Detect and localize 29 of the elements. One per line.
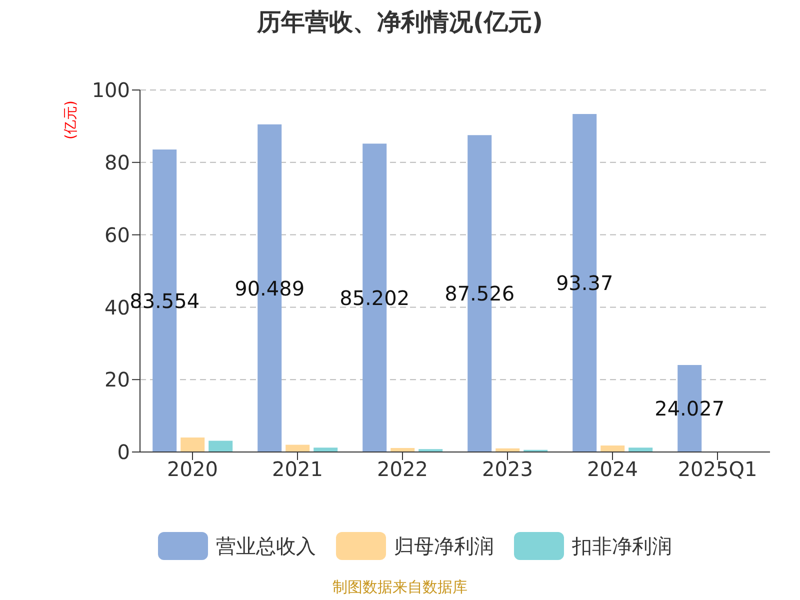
data-label: 93.37 <box>556 271 614 296</box>
legend-label: 营业总收入 <box>215 532 316 560</box>
x-tick-label: 2021 <box>272 457 323 482</box>
bar <box>180 438 205 452</box>
data-label: 90.489 <box>234 276 305 300</box>
y-tick-label: 20 <box>104 368 130 392</box>
x-tick-label: 2023 <box>482 457 533 482</box>
data-label: 87.526 <box>444 282 515 306</box>
legend-label: 归母净利润 <box>393 532 494 560</box>
y-tick-label: 40 <box>104 295 130 320</box>
bar <box>208 440 233 452</box>
x-tick-label: 2020 <box>167 457 218 482</box>
bar <box>286 444 310 452</box>
x-tick-label: 2024 <box>587 457 638 482</box>
chart-title: 历年营收、净利情况(亿元) <box>256 7 544 38</box>
bar <box>600 445 625 452</box>
y-tick-label: 80 <box>104 150 130 174</box>
data-label: 85.202 <box>340 286 410 310</box>
y-tick-label: 0 <box>117 440 130 464</box>
bar <box>628 448 653 452</box>
x-tick-label: 2022 <box>377 457 428 482</box>
y-tick-label: 100 <box>92 78 130 102</box>
bar <box>314 448 338 452</box>
text: 制图数据来自数据库 <box>332 578 468 597</box>
legend-label: 扣非净利润 <box>571 532 672 560</box>
y-tick-label: 60 <box>104 222 130 247</box>
x-tick-label: 2025Q1 <box>678 457 758 482</box>
data-label: 24.027 <box>654 396 725 421</box>
y-axis-title: (亿元) <box>62 100 80 142</box>
